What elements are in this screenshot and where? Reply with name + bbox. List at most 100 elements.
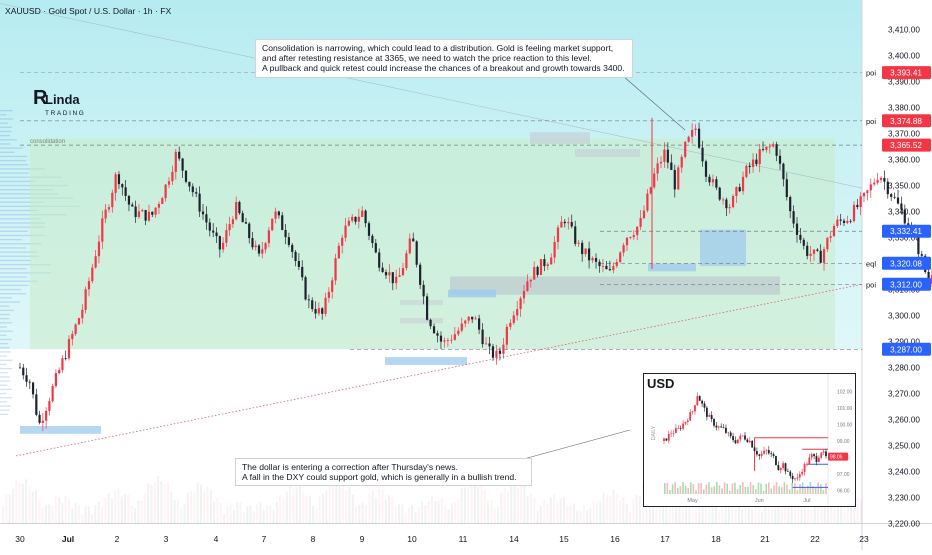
level-price-text: 3,312.00 [890, 280, 922, 289]
dxy-candle-body [684, 421, 687, 424]
time-tick-label: 9 [360, 534, 365, 544]
volume-profile-bar [0, 380, 11, 382]
candle-body [425, 296, 429, 320]
volume-bar [490, 499, 493, 524]
volume-bar [576, 510, 579, 524]
dxy-volume-bar [718, 485, 721, 494]
candle-body [248, 223, 251, 239]
volume-bar [41, 507, 44, 524]
dxy-volume-bar [666, 483, 669, 494]
candle-body [642, 210, 646, 218]
volume-bar [401, 504, 404, 524]
dxy-volume-bar [765, 483, 767, 494]
candle-body [41, 420, 44, 423]
level-labels: poi 3,393.41 poi 3,374.88 3,365.52 3,332.41 eq… [866, 66, 931, 356]
volume-bar [64, 496, 67, 524]
candle-body [35, 394, 38, 415]
dxy-candle-body [677, 427, 680, 429]
candle-body [443, 340, 446, 342]
candle-body [930, 274, 932, 284]
candle-body [832, 226, 836, 237]
bottom-note-line-2: A fall in the DXY could support gold, wh… [242, 472, 517, 483]
volume-bar [539, 506, 542, 524]
candle-body [446, 340, 450, 341]
candle-body [357, 216, 360, 222]
dxy-volume-bar [742, 482, 744, 494]
volume-bar [612, 489, 615, 524]
time-tick-label: 17 [660, 534, 670, 544]
volume-bar [843, 491, 846, 524]
candle-body [812, 249, 816, 254]
volume-bar [530, 493, 532, 524]
volume-profile-bar [0, 326, 7, 328]
candle-body [174, 151, 177, 172]
volume-bar [596, 502, 598, 524]
dxy-volume-bar [708, 482, 710, 494]
candle-body [697, 128, 701, 148]
candle-body [546, 264, 549, 267]
candle-body [157, 203, 161, 208]
volume-bar [124, 494, 127, 524]
price-tick-label: 3,340.00 [888, 208, 920, 217]
dxy-inset-chart: 102.00101.00100.0099.0098.0097.0096.0098… [643, 373, 856, 507]
dxy-side-label: DAILY [651, 425, 657, 440]
candle-body [876, 180, 879, 183]
candle-body [789, 197, 792, 212]
volume-bar [751, 508, 754, 524]
candle-body [28, 381, 31, 383]
volume-bar [239, 502, 242, 524]
candle-body [301, 266, 304, 278]
dxy-volume-bar [736, 489, 739, 494]
dxy-volume-bar [762, 490, 765, 494]
volume-bar [200, 484, 202, 524]
top-note-pointer [614, 68, 686, 131]
candle-body [439, 335, 443, 342]
volume-bar [536, 510, 539, 524]
candle-body [388, 272, 391, 276]
volume-profile-bar [0, 355, 8, 357]
candle-body [822, 249, 826, 263]
candle-body [802, 239, 805, 246]
volume-profile-bar [0, 126, 12, 128]
candle-body [478, 318, 481, 330]
dxy-volume-bar [682, 482, 684, 494]
volume-bar [140, 500, 143, 524]
dxy-volume-bar [677, 487, 679, 494]
dxy-candle-body [675, 428, 677, 433]
volume-profile-bar [0, 318, 10, 320]
volume-bar [774, 494, 777, 524]
candle-body [231, 219, 234, 225]
volume-bar [143, 493, 146, 524]
candle-body [663, 149, 666, 162]
dxy-volume-bar [809, 482, 812, 494]
volume-bar [549, 497, 552, 524]
dxy-candle-body [777, 464, 780, 471]
level-tag-label: poi [866, 117, 876, 126]
dxy-volume-bar [695, 490, 697, 494]
volume-bar [259, 501, 262, 524]
volume-bar [183, 504, 186, 524]
price-tick-label: 3,280.00 [888, 364, 920, 373]
volume-bar [860, 499, 862, 524]
logo-sub: TRADING [45, 110, 85, 117]
volume-bar [120, 496, 123, 524]
candle-body [124, 187, 127, 196]
candle-body [208, 222, 211, 231]
volume-bar [176, 500, 179, 524]
dxy-volume-bar [690, 482, 692, 494]
candle-body [708, 176, 711, 183]
candle-body [412, 238, 415, 242]
candle-body [704, 161, 708, 177]
volume-bar [91, 514, 94, 524]
volume-bar [737, 506, 740, 524]
candle-body [321, 308, 324, 314]
dxy-volume-bar [739, 484, 741, 494]
candle-body [649, 187, 652, 194]
volume-bar [21, 483, 24, 524]
dxy-volume-bar [773, 485, 775, 494]
volume-bar [754, 502, 757, 524]
volume-bar [741, 509, 744, 524]
volume-bar [526, 496, 529, 524]
volume-bar [803, 499, 806, 524]
volume-bar [417, 506, 420, 524]
